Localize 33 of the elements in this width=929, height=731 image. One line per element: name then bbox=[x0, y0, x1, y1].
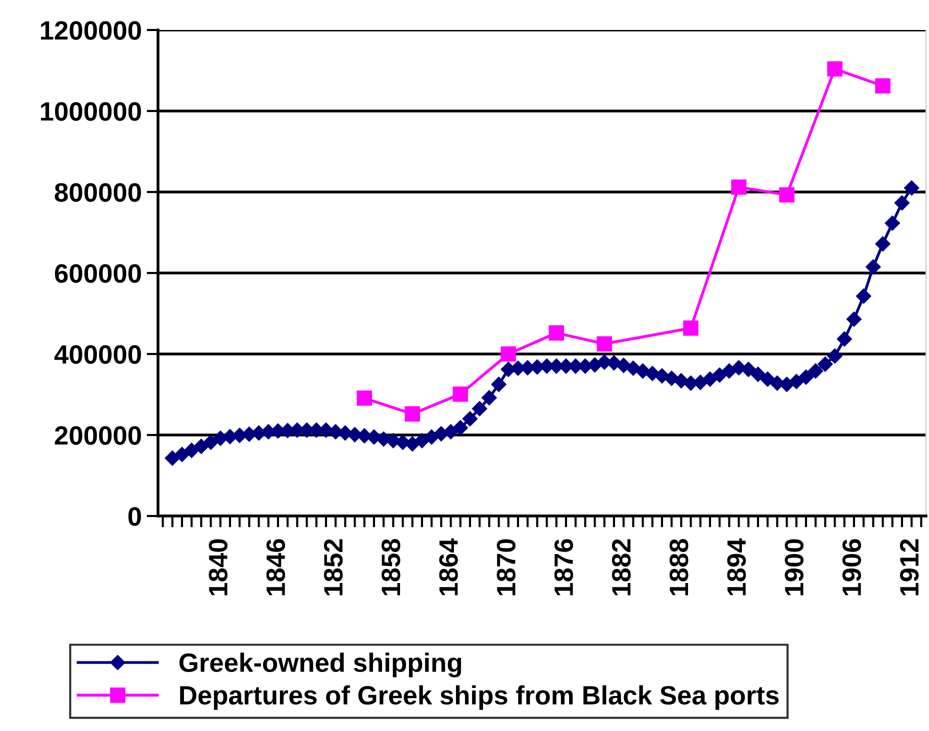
point bbox=[356, 390, 372, 406]
y-tick-label: 1000000 bbox=[40, 102, 141, 121]
point bbox=[779, 187, 794, 202]
x-tick-label: 1882 bbox=[612, 539, 631, 596]
point bbox=[827, 61, 842, 77]
y-tick-label: 200000 bbox=[54, 426, 141, 445]
y-tick-label: 400000 bbox=[54, 345, 141, 364]
x-tick-label: 1852 bbox=[324, 539, 343, 596]
point bbox=[683, 320, 698, 336]
y-tick-label: 800000 bbox=[54, 183, 141, 202]
x-tick-label: 1900 bbox=[784, 539, 804, 596]
point bbox=[500, 346, 516, 362]
x-tick-label: 1846 bbox=[266, 539, 286, 596]
x-tick-label: 1894 bbox=[727, 538, 746, 596]
point bbox=[404, 406, 420, 422]
x-tick-label: 1840 bbox=[208, 539, 228, 596]
point bbox=[596, 336, 612, 352]
x-tick-label: 1912 bbox=[900, 539, 919, 596]
x-tick-label: 1870 bbox=[496, 539, 516, 596]
point bbox=[548, 325, 564, 341]
y-tick-label: 0 bbox=[128, 507, 141, 526]
x-tick-label: 1864 bbox=[439, 538, 458, 596]
legend-label: Greek-owned shipping bbox=[179, 652, 462, 678]
y-tick-label: 1200000 bbox=[40, 21, 141, 40]
legend-label: Departures of Greek ships from Black Sea ports bbox=[180, 685, 779, 710]
x-tick-label: 1888 bbox=[670, 539, 688, 596]
x-tick-label: 1906 bbox=[842, 539, 862, 596]
x-tick-label: 1858 bbox=[382, 539, 400, 596]
point bbox=[452, 386, 468, 402]
x-tick-label: 1876 bbox=[554, 539, 574, 596]
point bbox=[731, 180, 746, 195]
point bbox=[875, 78, 890, 94]
y-tick-label: 600000 bbox=[54, 264, 141, 283]
